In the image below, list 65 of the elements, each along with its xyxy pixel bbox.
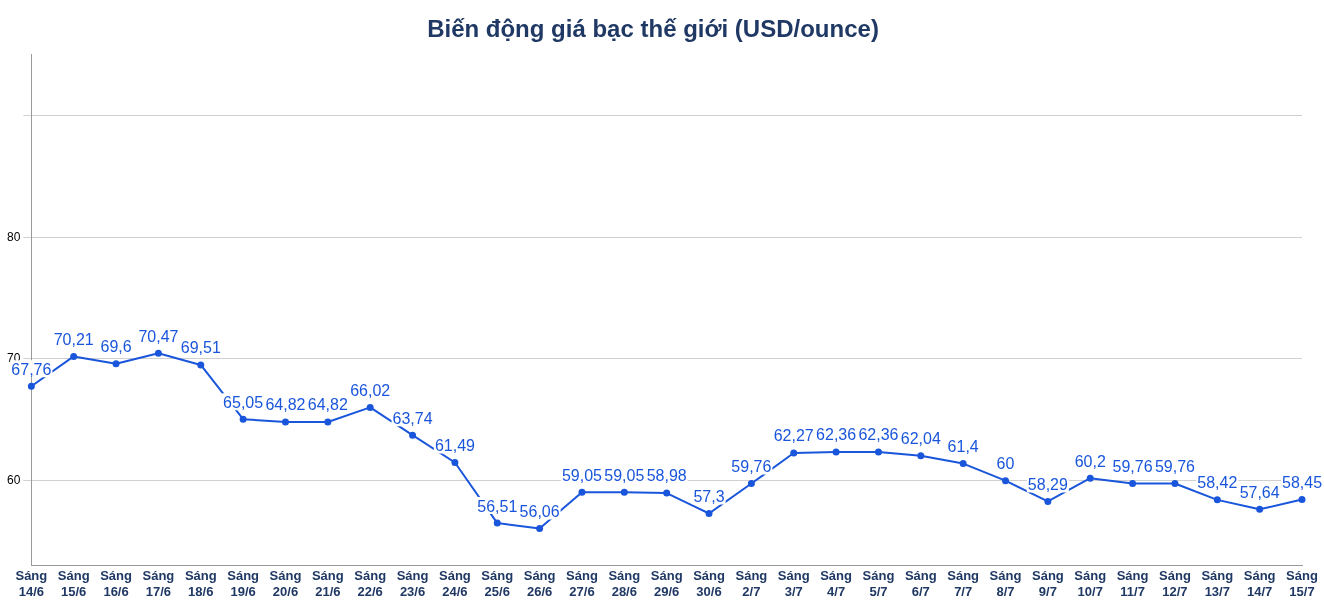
data-label: 56,06 [519, 502, 560, 520]
x-tick-label: Sáng 9/7 [1031, 568, 1064, 599]
data-label: 57,3 [693, 487, 725, 505]
x-tick-label: Sáng 20/6 [269, 568, 302, 599]
x-tick-label: Sáng 13/7 [1201, 568, 1234, 599]
x-tick-label: Sáng 22/6 [354, 568, 387, 599]
data-label: 59,76 [1112, 457, 1153, 475]
x-tick-label: Sáng 25/6 [481, 568, 514, 599]
y-tick-label: 60 [6, 472, 21, 487]
data-label: 61,4 [947, 438, 979, 456]
data-label: 62,36 [858, 426, 899, 444]
data-label: 66,02 [350, 381, 391, 399]
x-tick-label: Sáng 27/6 [566, 568, 598, 599]
x-tick-label: Sáng 7/7 [947, 568, 980, 599]
x-tick-label: Sáng 12/7 [1159, 568, 1191, 599]
x-tick-label: Sáng 23/6 [396, 568, 429, 599]
data-label: 58,42 [1197, 474, 1238, 492]
x-tick-label: Sáng 26/6 [523, 568, 556, 599]
data-label: 62,36 [816, 426, 857, 444]
data-label: 64,82 [265, 396, 306, 414]
data-label: 59,76 [731, 457, 772, 475]
x-tick-label: Sáng 11/7 [1116, 568, 1149, 599]
x-tick-label: Sáng 29/6 [650, 568, 683, 599]
y-tick-label: 80 [6, 229, 21, 244]
chart-title: Biến động giá bạc thế giới (USD/ounce) [427, 15, 879, 43]
data-label: 57,64 [1239, 483, 1280, 501]
x-tick-label: Sáng 4/7 [820, 568, 853, 599]
x-tick-label: Sáng 19/6 [227, 568, 260, 599]
data-label: 63,74 [392, 409, 433, 427]
x-tick-label: Sáng 14/6 [15, 568, 48, 599]
data-label: 67,76 [11, 360, 52, 378]
x-tick-label: Sáng 18/6 [184, 568, 217, 599]
x-tick-label: Sáng 14/7 [1243, 568, 1276, 599]
x-tick-label: Sáng 21/6 [311, 568, 344, 599]
x-tick-label: Sáng 6/7 [904, 568, 937, 599]
data-label: 62,27 [773, 427, 814, 445]
data-label: 59,05 [561, 466, 603, 484]
data-label: 59,05 [604, 466, 645, 484]
data-label: 58,45 [1281, 473, 1323, 491]
data-label: 70,21 [53, 330, 94, 348]
x-tick-label: Sáng 8/7 [989, 568, 1022, 599]
data-label: 58,29 [1027, 475, 1068, 493]
data-label: 56,51 [477, 497, 518, 515]
data-label: 60,2 [1074, 452, 1106, 470]
data-label: 69,6 [100, 338, 132, 356]
data-label: 65,05 [223, 393, 264, 411]
x-tick-label: Sáng 17/6 [142, 568, 175, 599]
data-label: 70,47 [138, 327, 179, 345]
data-label: 69,51 [180, 339, 221, 357]
x-tick-label: Sáng 2/7 [735, 568, 768, 599]
x-tick-label: Sáng 30/6 [693, 568, 725, 599]
data-label: 58,98 [646, 467, 687, 485]
data-label: 62,04 [900, 430, 941, 448]
data-label: 59,76 [1154, 457, 1196, 475]
x-tick-label: Sáng 3/7 [777, 568, 810, 599]
data-label: 61,49 [434, 436, 476, 454]
data-label: 60 [996, 455, 1015, 473]
x-tick-label: Sáng 10/7 [1074, 568, 1107, 599]
x-tick-label: Sáng 15/6 [57, 568, 90, 599]
x-tick-label: Sáng 24/6 [439, 568, 471, 599]
data-label: 64,82 [307, 396, 348, 414]
x-tick-label: Sáng 5/7 [862, 568, 895, 599]
x-tick-label: Sáng 28/6 [608, 568, 641, 599]
x-tick-label: Sáng 15/7 [1286, 568, 1318, 599]
x-tick-label: Sáng 16/6 [100, 568, 132, 599]
